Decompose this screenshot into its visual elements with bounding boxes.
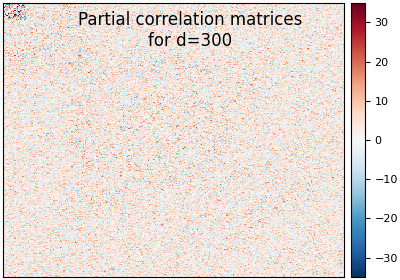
- Text: Partial correlation matrices
for d=300: Partial correlation matrices for d=300: [78, 11, 302, 50]
